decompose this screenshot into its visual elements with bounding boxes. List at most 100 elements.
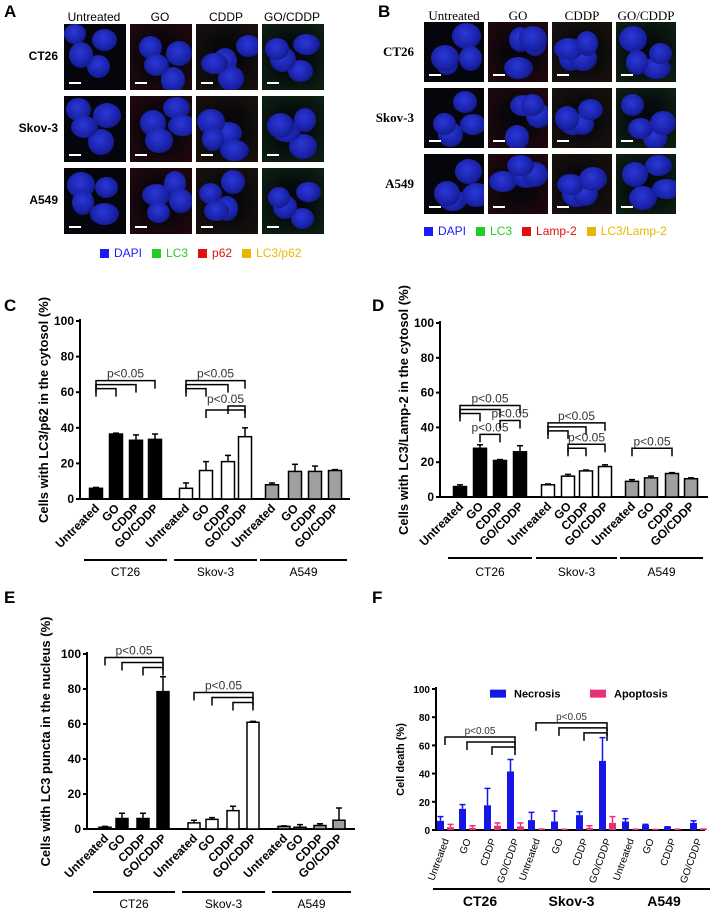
micrograph-image xyxy=(616,88,676,148)
panel-label-a: A xyxy=(4,2,17,21)
significance-label: p<0.05 xyxy=(197,367,234,381)
panel-label-e: E xyxy=(4,588,16,607)
nucleus xyxy=(290,207,314,229)
nucleus xyxy=(461,182,484,207)
bar-apoptosis xyxy=(538,829,545,830)
bar-necrosis xyxy=(459,808,466,830)
nucleus xyxy=(265,38,289,61)
micrograph-image xyxy=(424,88,484,148)
scale-bar xyxy=(135,154,147,156)
bar xyxy=(147,438,163,500)
bar xyxy=(136,817,150,830)
bar xyxy=(313,824,327,830)
category-label: GO xyxy=(641,837,657,856)
category-label: Untreated xyxy=(417,499,467,549)
significance-label: p<0.05 xyxy=(568,430,605,444)
micrograph-image xyxy=(488,154,548,214)
micrograph-image xyxy=(616,22,676,82)
significance-bracket xyxy=(547,430,569,439)
significance-label: p<0.05 xyxy=(207,392,244,406)
legend: DAPI LC3 p62 LC3/p62 xyxy=(100,246,301,260)
row-header: A549 xyxy=(29,193,58,207)
scale-bar xyxy=(135,82,147,84)
bar-apoptosis xyxy=(447,827,454,830)
scale-bar xyxy=(201,154,213,156)
bar xyxy=(287,470,303,500)
bar-necrosis xyxy=(622,821,629,830)
category-label: Untreated xyxy=(517,837,542,882)
significance-bracket xyxy=(205,409,246,418)
bar xyxy=(492,459,508,498)
nucleus xyxy=(169,188,192,213)
nucleus xyxy=(458,46,482,72)
nucleus xyxy=(454,158,482,184)
bar xyxy=(115,817,129,830)
nucleus xyxy=(555,106,579,132)
significance-bracket xyxy=(499,419,521,429)
scale-bar xyxy=(557,74,569,76)
bar xyxy=(128,439,144,500)
y-tick-label: 0 xyxy=(67,492,74,506)
category-label: GO xyxy=(458,837,474,856)
bar-apoptosis xyxy=(586,827,593,830)
nucleus xyxy=(506,155,534,177)
nucleus xyxy=(143,53,169,76)
column-header: CDDP xyxy=(208,10,243,24)
nucleus xyxy=(453,90,477,113)
significance-bracket xyxy=(227,405,246,414)
legend-label: LC3/p62 xyxy=(256,246,302,260)
y-tick-label: 100 xyxy=(414,316,434,330)
column-header: Untreated xyxy=(428,8,480,23)
legend-item: LC3/p62 xyxy=(242,246,301,260)
scale-bar xyxy=(429,74,441,76)
micrograph-image xyxy=(196,168,258,234)
micrograph-image xyxy=(196,24,258,90)
scale-bar xyxy=(201,82,213,84)
nucleus xyxy=(219,139,249,161)
y-tick-label: 60 xyxy=(68,717,82,731)
row-header: Skov-3 xyxy=(375,110,414,125)
nucleus xyxy=(577,99,603,121)
micrograph-image xyxy=(488,22,548,82)
bar xyxy=(226,809,240,830)
nucleus xyxy=(432,113,456,136)
category-label: CDDP xyxy=(571,837,591,868)
scale-bar xyxy=(493,74,505,76)
micrograph-image xyxy=(424,154,484,214)
column-header: GO/CDDP xyxy=(263,10,320,24)
significance-label: p<0.05 xyxy=(556,712,587,723)
nucleus xyxy=(235,34,258,57)
micrograph-image xyxy=(64,24,126,90)
bar-necrosis xyxy=(437,820,444,830)
nucleus xyxy=(579,167,607,192)
y-tick-label: 60 xyxy=(421,386,435,400)
nucleus xyxy=(268,186,290,208)
bar xyxy=(643,477,659,498)
nucleus xyxy=(651,179,676,200)
legend-label: Necrosis xyxy=(514,689,560,701)
significance-bracket xyxy=(142,666,164,676)
bar xyxy=(472,447,488,498)
column-header: GO xyxy=(508,8,528,23)
bar xyxy=(624,480,640,498)
group-label: A549 xyxy=(297,897,325,911)
bar-apoptosis xyxy=(674,829,681,830)
legend-swatch xyxy=(242,249,252,258)
bar xyxy=(512,451,528,498)
nucleus xyxy=(294,107,316,132)
bar xyxy=(156,690,170,830)
significance-bracket xyxy=(631,447,673,457)
significance-bracket xyxy=(466,741,516,750)
significance-bracket xyxy=(95,387,117,397)
nucleus xyxy=(460,114,484,136)
bar-necrosis xyxy=(528,820,535,830)
scale-bar xyxy=(621,140,633,142)
legend-label: LC3/Lamp-2 xyxy=(600,224,667,238)
y-tick-label: 20 xyxy=(68,787,82,801)
y-axis-label: Cells with LC3/p62 in the cytosol (%) xyxy=(36,297,51,523)
significance-bracket xyxy=(535,722,608,731)
micrograph-image xyxy=(424,22,484,82)
significance-bracket xyxy=(211,696,254,706)
significance-label: p<0.05 xyxy=(471,391,508,405)
